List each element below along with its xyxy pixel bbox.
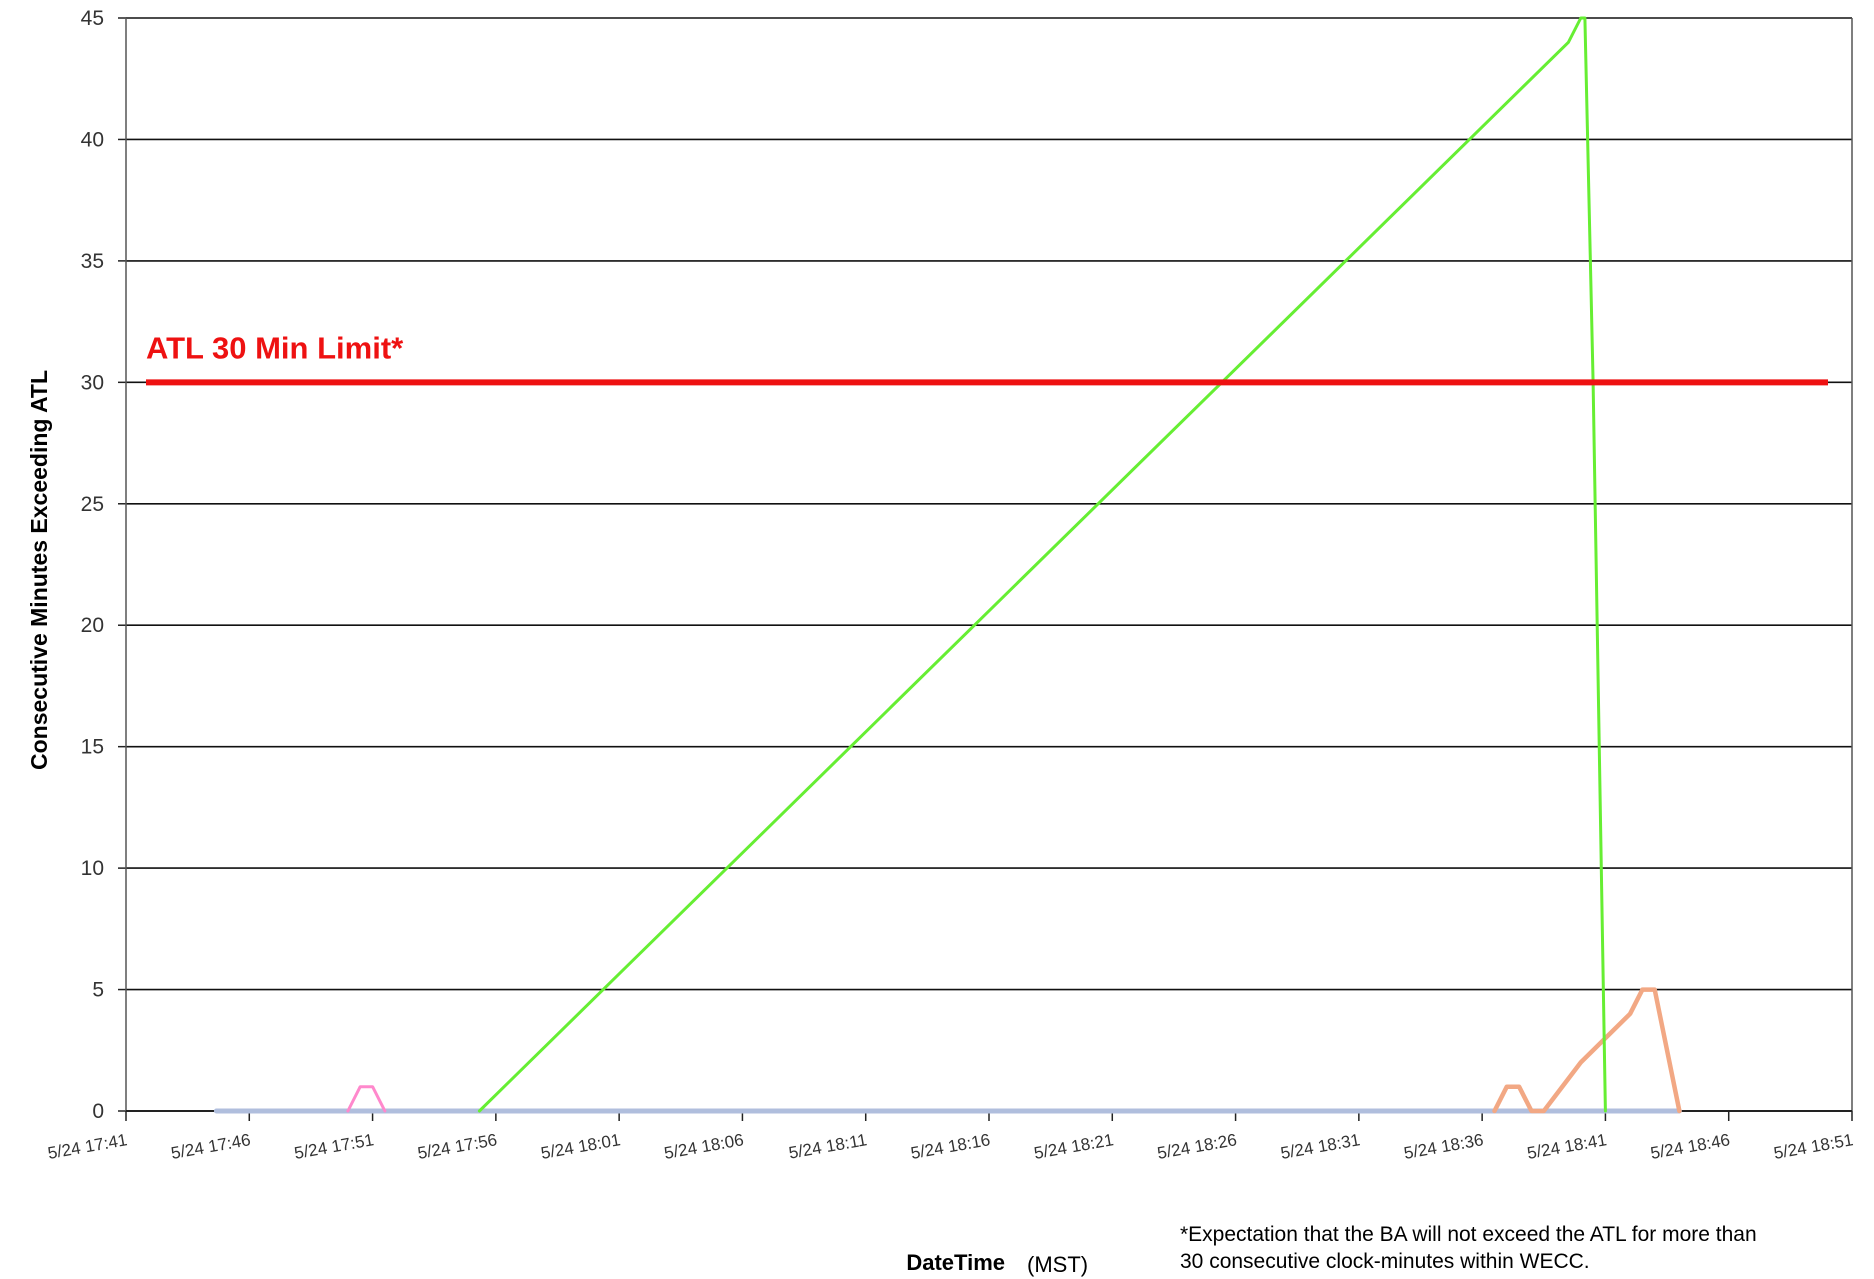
x-tick-label: 5/24 18:36	[1402, 1130, 1484, 1163]
y-tick-label: 35	[81, 250, 104, 273]
x-tick-label: 5/24 18:16	[909, 1130, 991, 1163]
y-tick-label: 45	[81, 7, 104, 30]
x-tick-label: 5/24 18:21	[1033, 1130, 1115, 1163]
footnote-line-2: 30 consecutive clock-minutes within WECC…	[1180, 1250, 1590, 1273]
series-line-3	[346, 1085, 387, 1113]
x-axis-label: DateTime	[906, 1250, 1005, 1275]
x-tick-labels: 5/24 17:41 5/24 17:46 5/24 17:51 5/24 17:56…	[46, 1130, 1854, 1163]
y-tick-label: 0	[92, 1100, 104, 1123]
y-axis-label: Consecutive Minutes Exceeding ATL	[26, 370, 52, 770]
y-tick-labels: 0 5 10 15 20 25 30 35 40 45	[81, 7, 104, 1123]
y-tick-label: 30	[81, 371, 104, 394]
series-line-1	[477, 16, 1607, 1113]
x-tick-label: 5/24 17:51	[293, 1130, 375, 1163]
x-tick-label: 5/24 18:01	[539, 1130, 621, 1163]
series	[213, 16, 1682, 1114]
footnote-line-1: *Expectation that the BA will not exceed…	[1180, 1223, 1757, 1246]
x-tick-label: 5/24 18:31	[1279, 1130, 1361, 1163]
x-tick-label: 5/24 18:41	[1526, 1130, 1608, 1163]
x-tick-label: 5/24 17:46	[170, 1130, 252, 1163]
limit-line-group: ATL 30 Min Limit*	[146, 330, 1828, 386]
gridlines	[126, 17, 1852, 991]
x-tick-label: 5/24 18:51	[1772, 1130, 1854, 1163]
y-tick-label: 15	[81, 736, 104, 759]
series-line-2	[1492, 987, 1682, 1114]
y-tick-label: 25	[81, 493, 104, 516]
x-tick-label: 5/24 18:26	[1156, 1130, 1238, 1163]
axes	[118, 17, 1853, 1121]
y-tick-label: 40	[81, 128, 104, 151]
x-tick-label: 5/24 17:41	[46, 1130, 128, 1163]
x-tick-label: 5/24 18:06	[663, 1130, 745, 1163]
y-tick-label: 20	[81, 614, 104, 637]
y-tick-label: 10	[81, 857, 104, 880]
x-axis-unit: (MST)	[1027, 1252, 1088, 1277]
x-tick-label: 5/24 17:56	[416, 1130, 498, 1163]
limit-line-label: ATL 30 Min Limit*	[146, 330, 404, 365]
x-tick-label: 5/24 18:11	[787, 1130, 868, 1162]
y-tick-label: 5	[92, 979, 104, 1002]
x-tick-label: 5/24 18:46	[1649, 1130, 1731, 1163]
